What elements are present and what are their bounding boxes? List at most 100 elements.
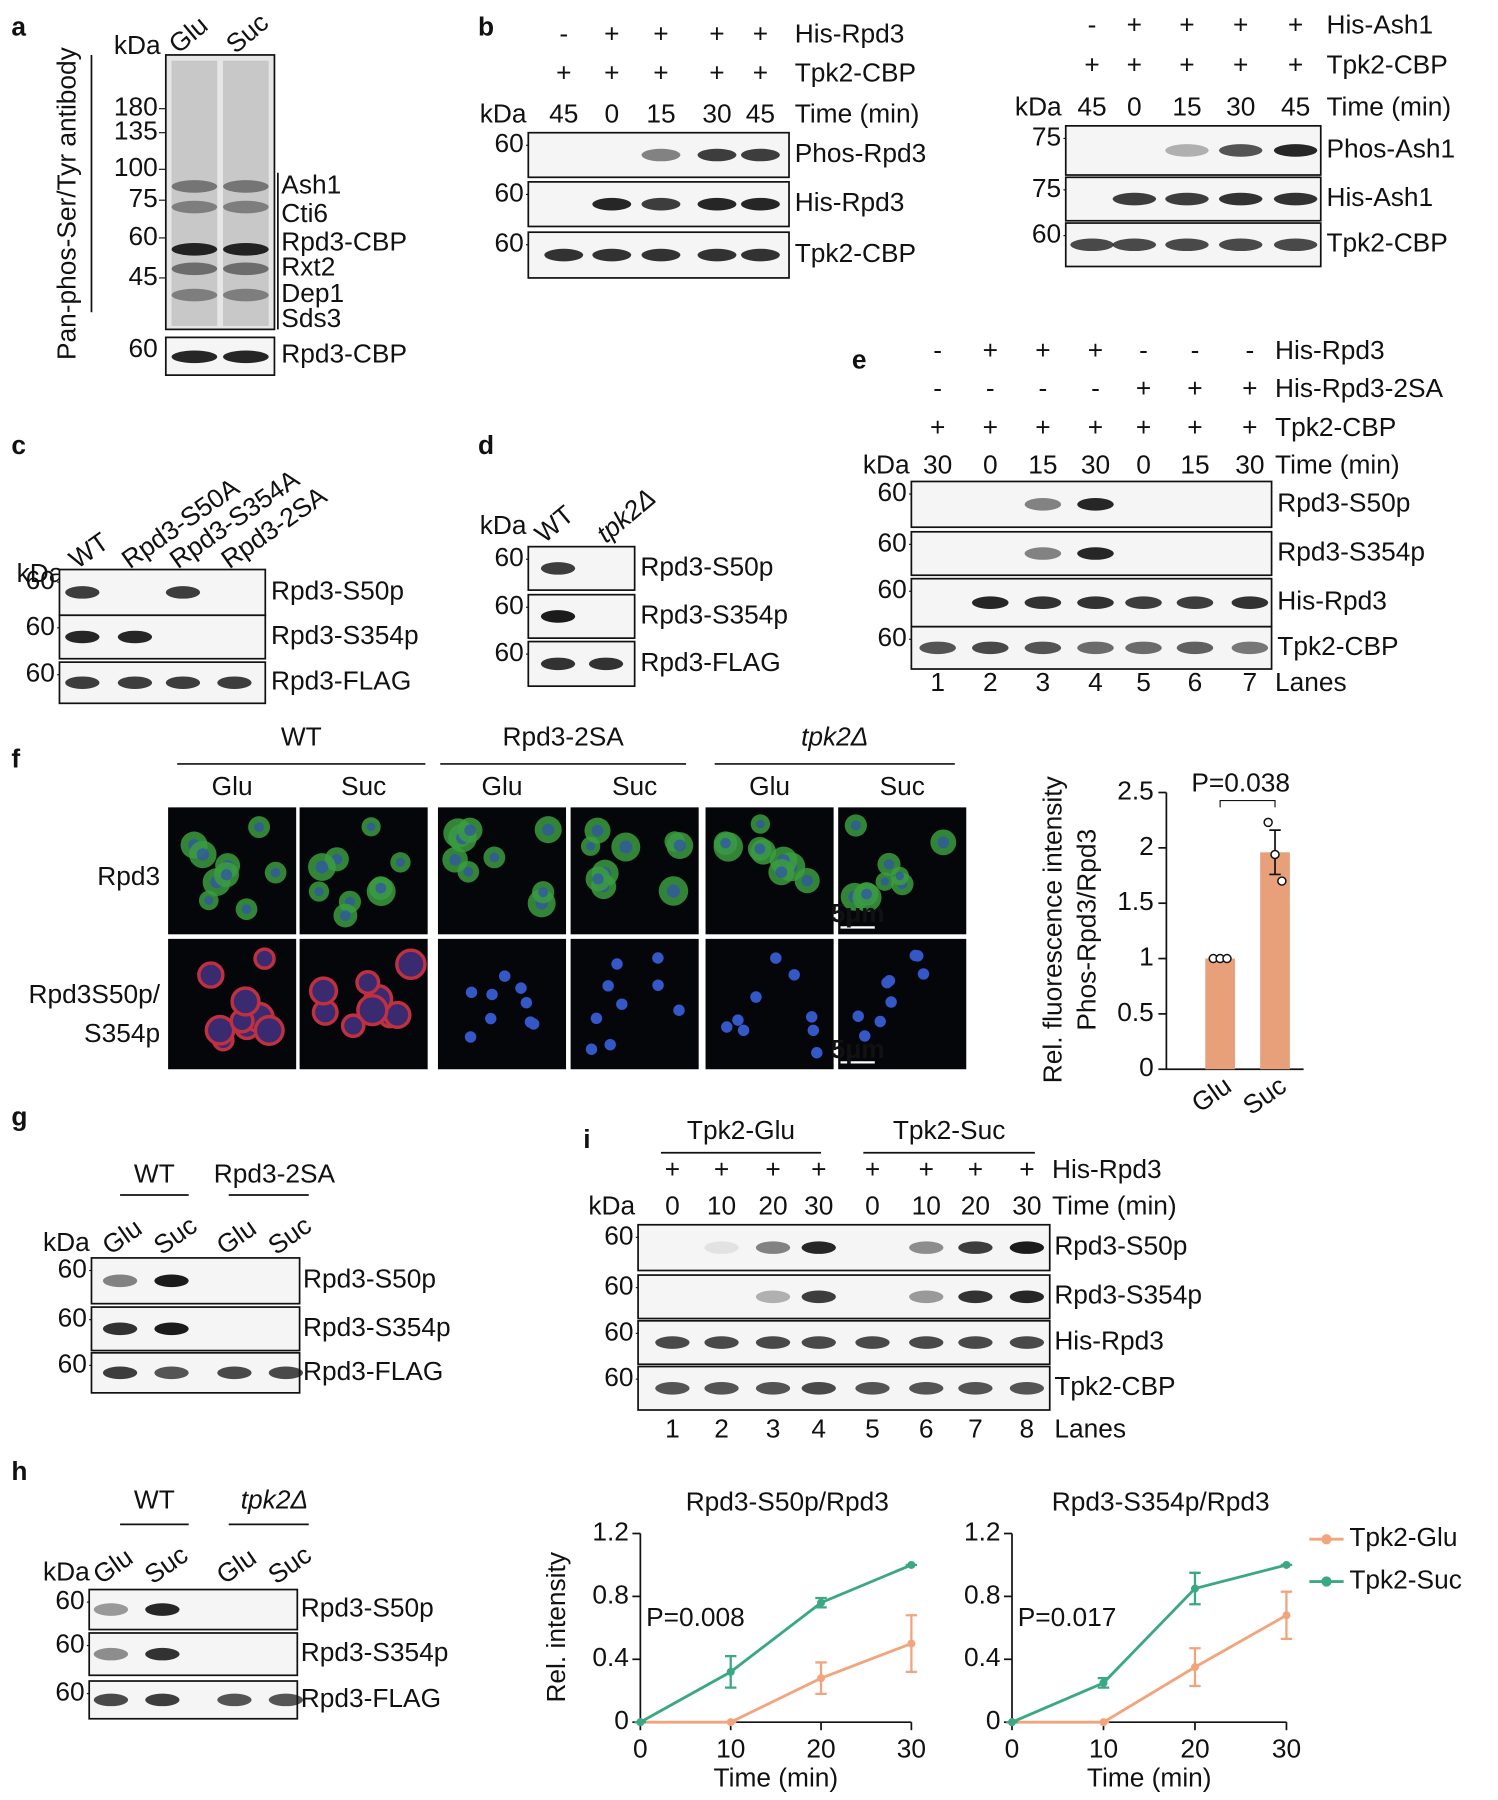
band-label: Rpd3-S50p: [1054, 1231, 1187, 1261]
band: [971, 596, 1009, 609]
cell: [355, 970, 381, 996]
lane-label: Suc: [220, 7, 274, 59]
x-tick-label: Glu: [1186, 1070, 1237, 1118]
x-tick-label: 0: [1005, 1734, 1020, 1764]
kda-label: kDa: [43, 1556, 90, 1586]
row-label: His-Rpd3: [1052, 1154, 1162, 1184]
band-label: Rpd3-S50p: [640, 551, 773, 581]
panel-label: f: [11, 743, 20, 773]
nucleus: [464, 824, 476, 836]
nucleus: [375, 882, 387, 894]
time: 30: [923, 450, 952, 480]
data-point: [1282, 1611, 1291, 1620]
sign: +: [811, 1154, 826, 1184]
panel-label: h: [11, 1456, 27, 1486]
p-value: P=0.038: [1191, 767, 1290, 797]
kda-label: kDa: [480, 510, 527, 540]
condition-label: Glu: [212, 771, 253, 801]
sign: +: [1179, 9, 1194, 39]
time-label: Time (min): [795, 99, 920, 129]
kda-marker: 180: [114, 92, 158, 122]
group-label: tpk2Δ: [801, 722, 868, 752]
band: [697, 197, 737, 211]
band: [704, 1381, 739, 1395]
cell: [356, 993, 389, 1027]
kda-marker: 60: [494, 228, 523, 258]
sign: +: [1088, 335, 1103, 365]
condition-label: Suc: [341, 771, 386, 801]
band: [65, 676, 100, 690]
lane-label: Glu: [87, 1542, 138, 1590]
lane-number: 4: [1088, 667, 1103, 697]
time: 20: [961, 1191, 990, 1221]
band: [1024, 641, 1062, 655]
band: [641, 148, 681, 162]
sign: +: [1288, 49, 1303, 79]
band: [1077, 498, 1114, 511]
band-label: Tpk2-CBP: [1054, 1371, 1175, 1401]
group-label: tpk2Δ: [241, 1484, 308, 1514]
nucleus: [602, 980, 614, 992]
lanes-label: Lanes: [1275, 667, 1347, 697]
sign: +: [1035, 412, 1050, 442]
condition-label: Glu: [482, 771, 523, 801]
nucleus: [859, 1030, 871, 1042]
kda-marker: 60: [129, 333, 158, 363]
kda-marker: 75: [129, 183, 158, 213]
sign: +: [1187, 373, 1202, 403]
lane-number: 3: [766, 1414, 781, 1444]
sign: +: [919, 1154, 934, 1184]
kda-label: kDa: [1015, 92, 1062, 122]
kda-label: kDa: [588, 1191, 635, 1221]
sign: +: [556, 57, 571, 87]
band: [641, 248, 681, 262]
band: [1218, 192, 1263, 206]
band-label: Rpd3-FLAG: [301, 1683, 441, 1713]
micrograph: [437, 938, 567, 1070]
nucleus: [754, 843, 766, 855]
band: [909, 1241, 944, 1254]
sign: +: [753, 57, 768, 87]
band: [740, 197, 780, 211]
band-label: Dep1: [281, 278, 344, 308]
kda-marker: 60: [26, 658, 55, 688]
kda-marker: 60: [494, 590, 523, 620]
kda-marker: 135: [114, 116, 158, 146]
band: [540, 610, 576, 623]
panel-label: d: [478, 430, 494, 460]
series-line: [1011, 1563, 1287, 1724]
band: [1024, 498, 1062, 511]
band: [65, 630, 100, 644]
sign: +: [865, 1154, 880, 1184]
kda-marker: 60: [494, 637, 523, 667]
band: [655, 1336, 690, 1349]
band-label: Rpd3-FLAG: [303, 1356, 443, 1386]
band: [697, 148, 737, 162]
nucleus: [542, 823, 555, 836]
band: [801, 1336, 836, 1349]
kda-marker: 60: [878, 527, 907, 557]
band: [801, 1290, 836, 1304]
nucleus: [874, 1015, 886, 1028]
sign: -: [1191, 335, 1200, 365]
band: [117, 630, 153, 644]
y-tick-label: 0.4: [592, 1642, 629, 1672]
cell: [395, 948, 427, 981]
nucleus: [673, 1004, 685, 1016]
lane-smear: [171, 60, 218, 326]
band: [145, 1603, 180, 1616]
band: [740, 248, 780, 262]
kda-marker: 60: [604, 1220, 633, 1250]
lane-number: 5: [865, 1414, 880, 1444]
row-label: His-Rpd3: [795, 18, 905, 48]
group-label: WT: [134, 1159, 175, 1189]
time: 45: [1077, 92, 1106, 122]
band-label: Cti6: [281, 198, 328, 228]
group-label: Rpd3-2SA: [214, 1159, 336, 1189]
y-tick-label: 0.4: [964, 1642, 1001, 1672]
nucleus: [220, 869, 233, 881]
band: [755, 1336, 791, 1349]
nucleus: [604, 1038, 616, 1051]
band-label: Rpd3-S354p: [303, 1312, 451, 1342]
